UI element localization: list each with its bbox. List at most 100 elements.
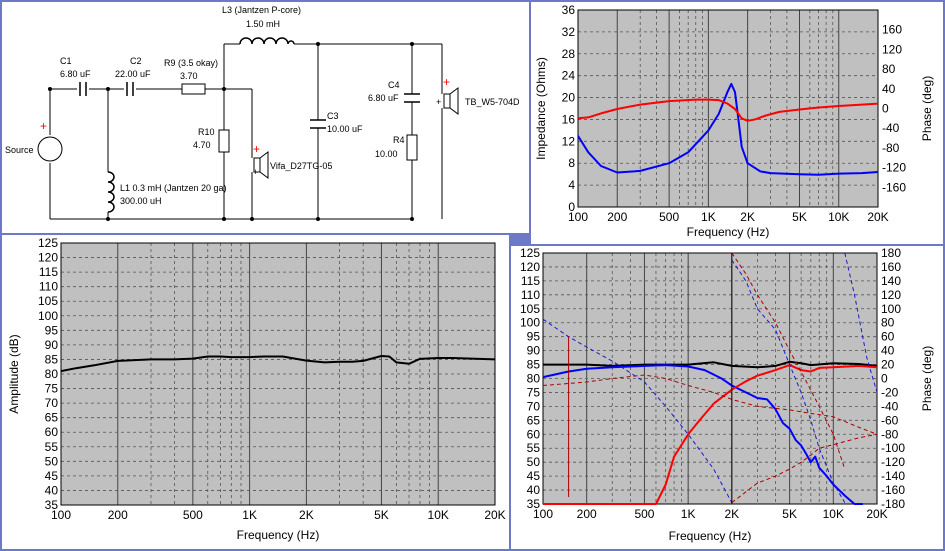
- inductor-l1: [107, 171, 115, 213]
- source-symbol: + Source: [5, 119, 63, 162]
- y-tick-label: 125: [38, 236, 58, 250]
- x-tick-label: 1K: [242, 508, 257, 522]
- y2-tick-label: -60: [881, 413, 899, 427]
- y-tick-label: 80: [527, 372, 541, 386]
- y-tick-label: 40: [527, 483, 541, 497]
- c4-label-2: 6.80 uF: [368, 93, 399, 103]
- y-tick-label: 125: [520, 246, 540, 260]
- c3-label-2: 10.00 uF: [327, 124, 363, 134]
- y2-tick-label: 20: [881, 358, 895, 372]
- x-tick-label: 10K: [823, 507, 844, 521]
- y2-tick-label: 0: [881, 372, 888, 386]
- y2-tick-label: 100: [881, 302, 901, 316]
- y-tick-label: 120: [520, 260, 540, 274]
- y-tick-label: 90: [527, 344, 541, 358]
- y-tick-label: 70: [45, 396, 59, 410]
- y-tick-label: 105: [520, 302, 540, 316]
- c1-label-2: 6.80 uF: [60, 69, 91, 79]
- x-axis-label: Frequency (Hz): [237, 528, 320, 542]
- series-line-8: [731, 259, 846, 503]
- x-tick-label: 10K: [428, 508, 449, 522]
- r9-label-1: R9 (3.5 okay): [164, 58, 218, 68]
- amplitude-chart: 100 200 500 1K 2K 5K 10K 20K3540455055606570758…: [7, 236, 506, 542]
- y2-tick-label: 0: [882, 102, 889, 116]
- y2-tick-label: 60: [881, 330, 895, 344]
- y-tick-label: 95: [45, 323, 59, 337]
- series-line-4: [542, 374, 878, 435]
- series-line-9: [844, 252, 878, 393]
- y-tick-label: 28: [562, 47, 576, 61]
- driver-response-chart-panel: 100 200 500 1K 2K 5K 10K 20K 35 40 45 50 55 60 65 70 75 8…: [511, 246, 943, 549]
- y2-tick-label: -40: [882, 121, 900, 135]
- crossover-schematic: + Source + + Vifa_D27TG-05: [5, 5, 520, 221]
- y-tick-label: 115: [521, 274, 540, 288]
- y-axis-label: Impedance (Ohms): [534, 57, 548, 160]
- y2-tick-label: -20: [881, 385, 899, 399]
- x-tick-label: 5K: [782, 507, 797, 521]
- y-tick-label: 50: [527, 455, 541, 469]
- y2-tick-label: 160: [882, 23, 902, 37]
- y2-tick-label: -140: [881, 469, 905, 483]
- y-tick-label: 75: [45, 382, 59, 396]
- woofer-label: TB_W5-704D: [465, 97, 520, 107]
- c3-label-1: C3: [327, 111, 339, 121]
- x-tick-label: 200: [108, 508, 128, 522]
- x-tick-label: 20K: [866, 507, 887, 521]
- x-axis-label: Frequency (Hz): [669, 529, 752, 543]
- y-axis-label: Amplitude (dB): [7, 334, 21, 413]
- y-tick-label: 75: [527, 385, 541, 399]
- y-tick-label: 120: [38, 251, 58, 265]
- y2-tick-label: -160: [881, 483, 905, 497]
- x-tick-label: 2K: [299, 508, 314, 522]
- y-tick-label: 65: [527, 413, 541, 427]
- r10-label-1: R10: [198, 127, 215, 137]
- y2-tick-label: 40: [881, 344, 895, 358]
- x-tick-label: 500: [659, 210, 679, 224]
- x-tick-label: 200: [607, 210, 627, 224]
- y-tick-label: 105: [38, 294, 58, 308]
- y-tick-label: 8: [568, 156, 575, 170]
- x-axis-label: Frequency (Hz): [687, 225, 770, 239]
- y-tick-label: 45: [45, 469, 59, 483]
- capacitor-c1: [79, 82, 87, 96]
- x-tick-label: 10K: [828, 210, 849, 224]
- y-tick-label: 90: [45, 338, 59, 352]
- series-line-1: [543, 360, 878, 369]
- y-tick-label: 36: [562, 3, 576, 17]
- l3-label-1: L3 (Jantzen P-core): [222, 5, 301, 15]
- r10-label-2: 4.70: [193, 140, 211, 150]
- x-tick-label: 2K: [740, 210, 755, 224]
- x-tick-label: 100: [568, 210, 588, 224]
- capacitor-c3: [310, 119, 326, 129]
- resistor-r4: [406, 134, 418, 161]
- x-tick-label: 500: [634, 507, 654, 521]
- y-tick-label: 35: [45, 498, 59, 512]
- r9-label-2: 3.70: [180, 71, 198, 81]
- driver-response-chart: 100 200 500 1K 2K 5K 10K 20K3540455055606570758…: [520, 246, 934, 543]
- svg-text:+: +: [253, 167, 258, 177]
- series-line-2: [542, 364, 863, 505]
- y2-tick-label: -100: [881, 441, 905, 455]
- x-tick-label: 5K: [792, 210, 807, 224]
- y-tick-label: 110: [39, 280, 58, 294]
- y-tick-label: 85: [45, 352, 59, 366]
- plot-frame: [60, 242, 496, 506]
- x-tick-label: 100: [533, 507, 553, 521]
- x-tick-label: 20K: [484, 508, 505, 522]
- y-tick-label: 60: [527, 427, 541, 441]
- series-line-5: [542, 318, 733, 503]
- capacitor-c2: [126, 82, 134, 96]
- y-tick-label: 12: [562, 134, 576, 148]
- series-line-2: [577, 98, 879, 122]
- y2-tick-label: -40: [881, 399, 899, 413]
- y2-tick-label: 140: [881, 274, 901, 288]
- l3-label-2: 1.50 mH: [246, 19, 280, 29]
- impedance-chart: 100 200 500 1K 2K 5K 10K 20K 0 4 8 12 16 20 24 28 32 36 -1…: [534, 3, 934, 239]
- svg-text:+: +: [40, 119, 47, 133]
- y-tick-label: 24: [562, 69, 576, 83]
- source-label: Source: [5, 145, 34, 155]
- amplitude-chart-panel: 100 200 500 1K 2K 5K 10K 20K 35 40 45 50 55 60 65 70 75 8…: [2, 235, 509, 549]
- inductor-l3: [239, 37, 295, 45]
- y2-tick-label: -120: [881, 455, 905, 469]
- x-tick-label: 2K: [725, 507, 740, 521]
